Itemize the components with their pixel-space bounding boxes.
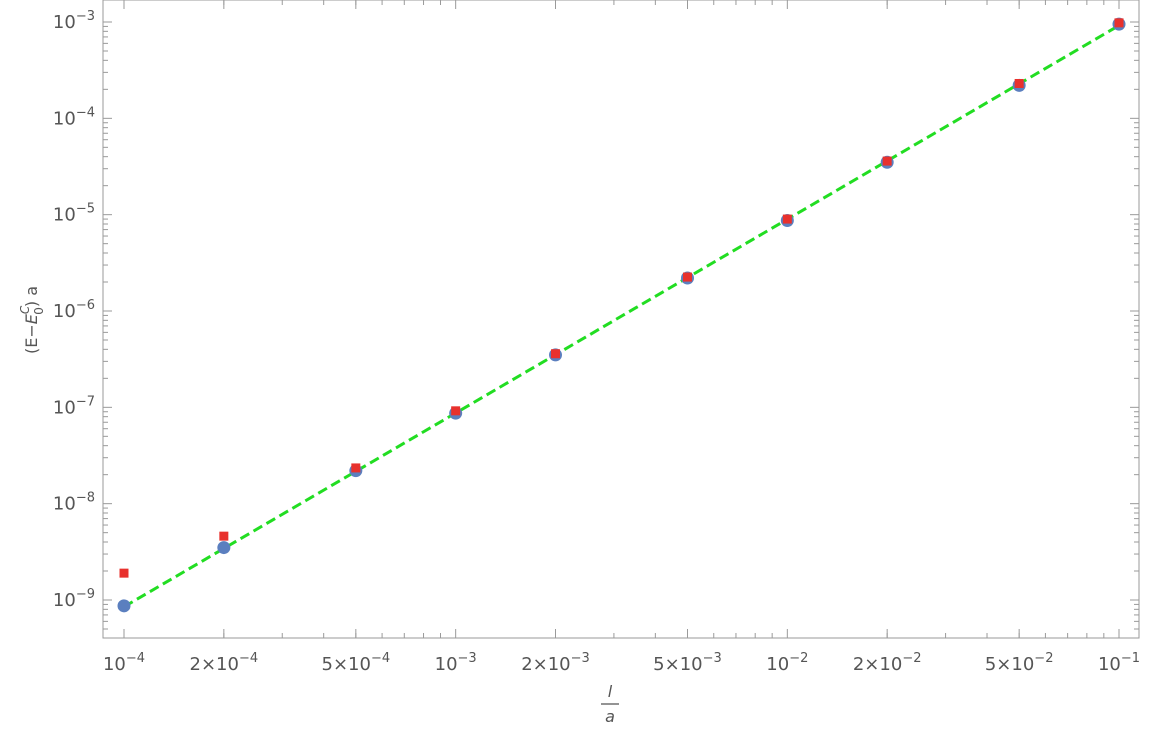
y-tick-label: 10−9: [53, 587, 95, 611]
fit-line-layer: [123, 24, 1120, 609]
x-tick-label-exponent: −2: [789, 651, 808, 666]
y-tick-label-exponent: −8: [76, 491, 95, 506]
x-tick-label: 10−1: [1098, 651, 1140, 675]
x-tick-label: 2×10−3: [521, 651, 590, 675]
x-tick-label-exponent: −3: [703, 651, 722, 666]
x-tick-label: 2×10−4: [190, 651, 259, 675]
square-data-point: [119, 568, 129, 578]
y-tick-label-base: 10: [53, 108, 76, 129]
fit-line: [123, 24, 1120, 609]
y-tick-label: 10−8: [53, 491, 95, 515]
x-tick-label-base: 5×10: [653, 654, 702, 675]
x-tick-label-base: 2×10: [190, 654, 239, 675]
square-data-point: [1114, 18, 1124, 28]
x-tick-label-exponent: −4: [239, 651, 258, 666]
y-tick-label-base: 10: [53, 590, 76, 611]
x-tick-label-base: 2×10: [853, 654, 902, 675]
square-data-point: [882, 156, 892, 166]
square-data-point: [451, 406, 461, 416]
x-tick-label: 10−4: [103, 651, 145, 675]
x-tick-label: 2×10−2: [853, 651, 922, 675]
svg-text:(E−EC0) a: (E−EC0) a: [18, 286, 46, 354]
x-tick-label: 10−3: [435, 651, 477, 675]
square-data-point: [551, 349, 561, 359]
x-tick-label-base: 2×10: [521, 654, 570, 675]
data-points-layer: [117, 17, 1126, 613]
square-data-point: [1014, 78, 1024, 88]
y-tick-label-base: 10: [53, 494, 76, 515]
x-tick-label-exponent: −3: [571, 651, 590, 666]
y-tick-label-exponent: −6: [76, 298, 95, 313]
y-tick-label: 10−5: [53, 202, 95, 226]
x-tick-label-base: 5×10: [985, 654, 1034, 675]
plot-frame: [102, 0, 1140, 639]
y-axis-label-subscript: 0: [32, 307, 46, 315]
x-tick-label-base: 10: [1098, 654, 1121, 675]
circle-data-point: [117, 599, 131, 613]
y-tick-label-base: 10: [53, 397, 76, 418]
y-tick-label: 10−7: [53, 394, 95, 418]
y-tick-label-exponent: −7: [76, 394, 95, 409]
y-tick-label-exponent: −4: [76, 105, 95, 120]
x-tick-label: 5×10−3: [653, 651, 722, 675]
y-axis-label-suffix: ) a: [22, 286, 41, 307]
x-tick-label-exponent: −2: [902, 651, 921, 666]
x-tick-label-base: 5×10: [322, 654, 371, 675]
square-data-point: [682, 272, 692, 282]
y-tick-label: 10−3: [53, 9, 95, 33]
y-axis-ticks: 10−910−810−710−610−510−410−3: [53, 9, 1139, 630]
x-tick-label-exponent: −2: [1034, 651, 1053, 666]
x-tick-label-base: 10: [435, 654, 458, 675]
x-tick-label-base: 10: [103, 654, 126, 675]
square-data-point: [219, 531, 229, 541]
square-data-point: [782, 214, 792, 224]
x-tick-label-base: 10: [766, 654, 789, 675]
y-axis-label-symbol: E: [22, 313, 41, 324]
x-axis-ticks: 10−4 2×10−4 5×10−4 10−3 2×10−3 5×10−3 10−2 2×10…: [103, 0, 1140, 675]
y-tick-label: 10−4: [53, 105, 95, 129]
y-tick-label-exponent: −3: [76, 9, 95, 24]
y-axis-label: (E−EC0) a: [18, 286, 46, 354]
x-tick-label-exponent: −1: [1121, 651, 1140, 666]
y-tick-label: 10−6: [53, 298, 95, 322]
x-tick-label-exponent: −3: [458, 651, 477, 666]
x-tick-label-exponent: −4: [371, 651, 390, 666]
y-tick-label-base: 10: [53, 301, 76, 322]
y-tick-label-base: 10: [53, 205, 76, 226]
y-axis-label-prefix: (E−: [22, 324, 41, 354]
circle-data-point: [217, 541, 231, 555]
y-tick-label-exponent: −9: [76, 587, 95, 602]
plot-border: [102, 0, 1140, 639]
square-data-point: [351, 463, 361, 473]
y-tick-label-base: 10: [53, 12, 76, 33]
y-tick-label-exponent: −5: [76, 202, 95, 217]
x-axis-label-denominator: a: [605, 707, 615, 726]
x-axis-label: l a: [601, 682, 619, 726]
y-axis-label-superscript: C: [18, 305, 32, 314]
x-tick-label: 5×10−4: [322, 651, 391, 675]
x-tick-label-exponent: −4: [126, 651, 145, 666]
x-tick-label: 10−2: [766, 651, 808, 675]
x-axis-label-numerator: l: [608, 682, 613, 701]
x-tick-label: 5×10−2: [985, 651, 1054, 675]
